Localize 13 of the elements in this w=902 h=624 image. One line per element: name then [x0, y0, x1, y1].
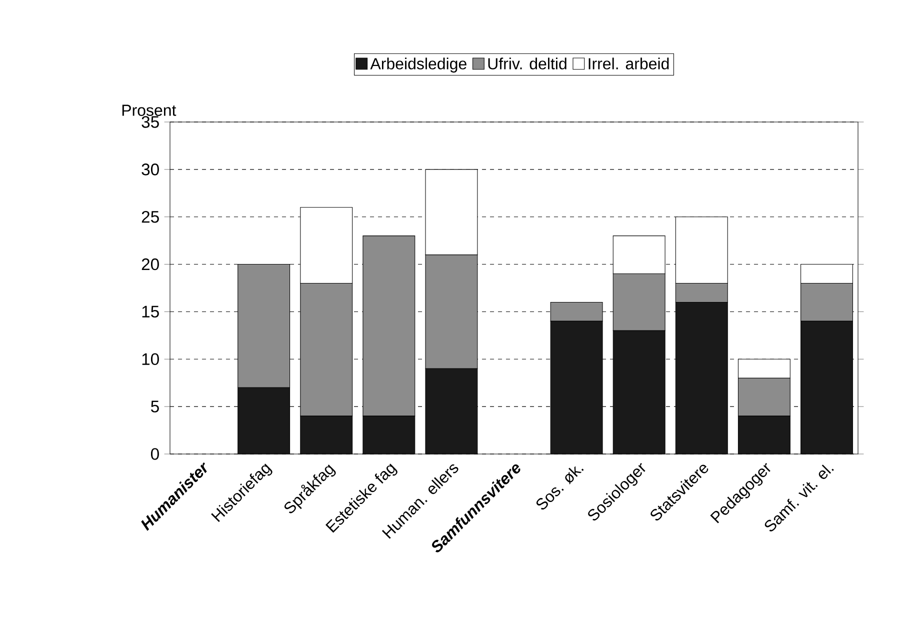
- y-tick-label: 0: [150, 448, 159, 460]
- x-tick-label: Sos. øk.: [536, 466, 584, 510]
- y-tick-label: 15: [142, 306, 159, 318]
- y-tick-label: 5: [151, 400, 159, 412]
- y-tick-label: 20: [142, 258, 159, 270]
- y-tick-label: 10: [142, 353, 159, 366]
- y-tick-label: 30: [142, 164, 159, 176]
- y-tick-label: 25: [142, 210, 159, 223]
- legend-label: Irrel. arbeid: [588, 58, 669, 70]
- y-tick-label: 35: [142, 116, 159, 128]
- legend-label: Arbeidsledige: [370, 58, 466, 73]
- legend-label: Ufriv. deltid: [488, 58, 566, 70]
- y-axis-title: Prosent: [122, 104, 176, 116]
